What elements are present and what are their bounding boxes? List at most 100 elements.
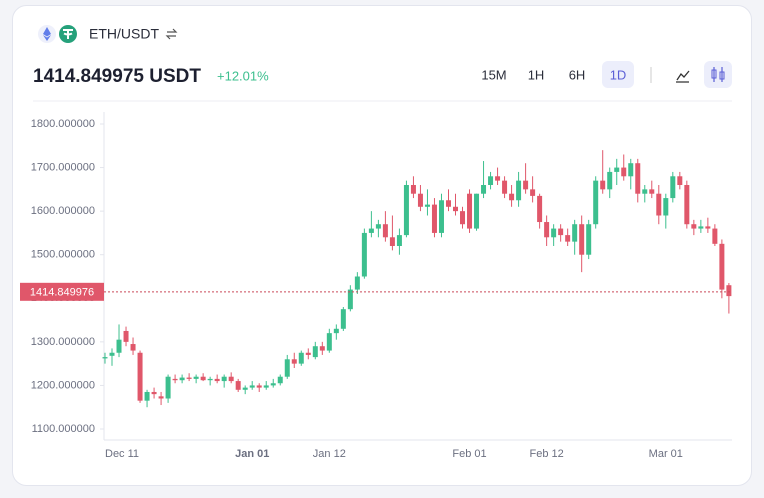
candle-body [523, 180, 529, 190]
candle-body [375, 224, 381, 229]
price: 1414.849975 USDT [33, 66, 201, 87]
interval-active-bg [602, 61, 634, 88]
candle-body [537, 195, 543, 223]
candle-body [109, 352, 115, 356]
x-tick-label: Jan 01 [235, 448, 269, 460]
candle-body [305, 352, 311, 355]
candle-body [361, 232, 367, 277]
candle-icon-body [719, 71, 725, 80]
candle-body [249, 385, 255, 388]
candle-body [291, 359, 297, 364]
candle-body [424, 204, 430, 207]
last-price-label: 1414.849976 [30, 287, 94, 299]
last-price-tag [20, 282, 104, 301]
candle-body [340, 309, 346, 329]
candle-body [319, 346, 325, 351]
candle-body [382, 224, 388, 238]
candle-body [670, 176, 676, 199]
interval-button[interactable]: 6H [569, 67, 586, 82]
interval-button[interactable]: 15M [481, 67, 506, 82]
candle-body [214, 378, 220, 382]
y-tick-label: 1100.000000 [32, 423, 95, 435]
candle-body [516, 180, 522, 201]
candle-body [656, 193, 662, 216]
candle-body [579, 224, 585, 255]
candle-body [502, 180, 508, 194]
candle-body [144, 391, 150, 401]
candle-body [649, 189, 655, 194]
candle-body [558, 228, 564, 236]
candle-body [705, 226, 711, 229]
candle-body [551, 228, 557, 238]
candle-body [165, 376, 171, 399]
candle-body [565, 235, 571, 242]
x-tick-label: Mar 01 [649, 448, 683, 460]
candle-body [628, 163, 634, 177]
card-bg [12, 5, 752, 486]
candle-body [396, 235, 402, 246]
y-tick-label: 1200.000000 [31, 379, 95, 391]
candle-body [460, 211, 466, 225]
candle-body [193, 376, 199, 379]
candle-body [228, 376, 234, 382]
candle-body [158, 396, 164, 399]
candle-body [130, 344, 136, 351]
candle-body [277, 376, 283, 384]
candle-body [347, 289, 353, 310]
change: +12.01% [217, 68, 269, 83]
candle-btn[interactable] [704, 61, 732, 88]
interval-button[interactable]: 1H [528, 67, 545, 82]
candle-icon-body [711, 69, 717, 79]
candle-body [151, 391, 157, 395]
candle-body [284, 359, 290, 377]
candle-body [326, 333, 332, 351]
candle-body [572, 224, 578, 242]
candle-body [186, 377, 192, 379]
candle-body [137, 352, 143, 401]
y-tick-label: 1500.000000 [31, 249, 95, 261]
candle-body [200, 376, 206, 381]
candle-body [474, 193, 480, 229]
candle-body [600, 180, 606, 190]
candle-body [431, 204, 437, 233]
candle-body [677, 176, 683, 185]
candle-body [333, 328, 339, 334]
candle-body [207, 378, 213, 381]
candle-body [593, 180, 599, 225]
candle-body [495, 176, 501, 181]
candle-body [621, 167, 627, 177]
x-tick-label: Feb 01 [452, 448, 486, 460]
candle-body [488, 176, 494, 185]
line-icon[interactable] [676, 70, 690, 83]
candle-body [663, 198, 669, 216]
swap-icon[interactable] [165, 28, 178, 40]
candle-body [354, 276, 360, 290]
candle-body [467, 193, 473, 229]
candle-body [242, 387, 248, 390]
y-tick-label: 1600.000000 [31, 205, 95, 217]
candle-body [235, 381, 241, 390]
candle-body [691, 224, 697, 229]
candle-body [221, 376, 227, 382]
candle-body [726, 285, 732, 297]
candle-body [453, 206, 458, 212]
y-tick-label: 1700.000000 [31, 161, 95, 173]
candle-body [102, 357, 108, 359]
eth-glyph [43, 27, 51, 41]
candle-body [256, 385, 262, 388]
candle-body [263, 385, 269, 388]
pair[interactable]: ETH/USDT [89, 26, 159, 42]
candle-body [270, 383, 276, 386]
x-tick-label: Feb 12 [530, 448, 564, 460]
candle-body [123, 330, 129, 342]
interval-button[interactable]: 1D [610, 67, 627, 82]
candle-body [298, 352, 304, 364]
x-tick-label: Jan 12 [313, 448, 346, 460]
candle-body [607, 171, 613, 190]
candle-body [417, 193, 423, 207]
candle-body [438, 200, 444, 233]
candle-body [389, 237, 395, 246]
candle-body [614, 167, 620, 172]
candle-body [586, 224, 592, 255]
